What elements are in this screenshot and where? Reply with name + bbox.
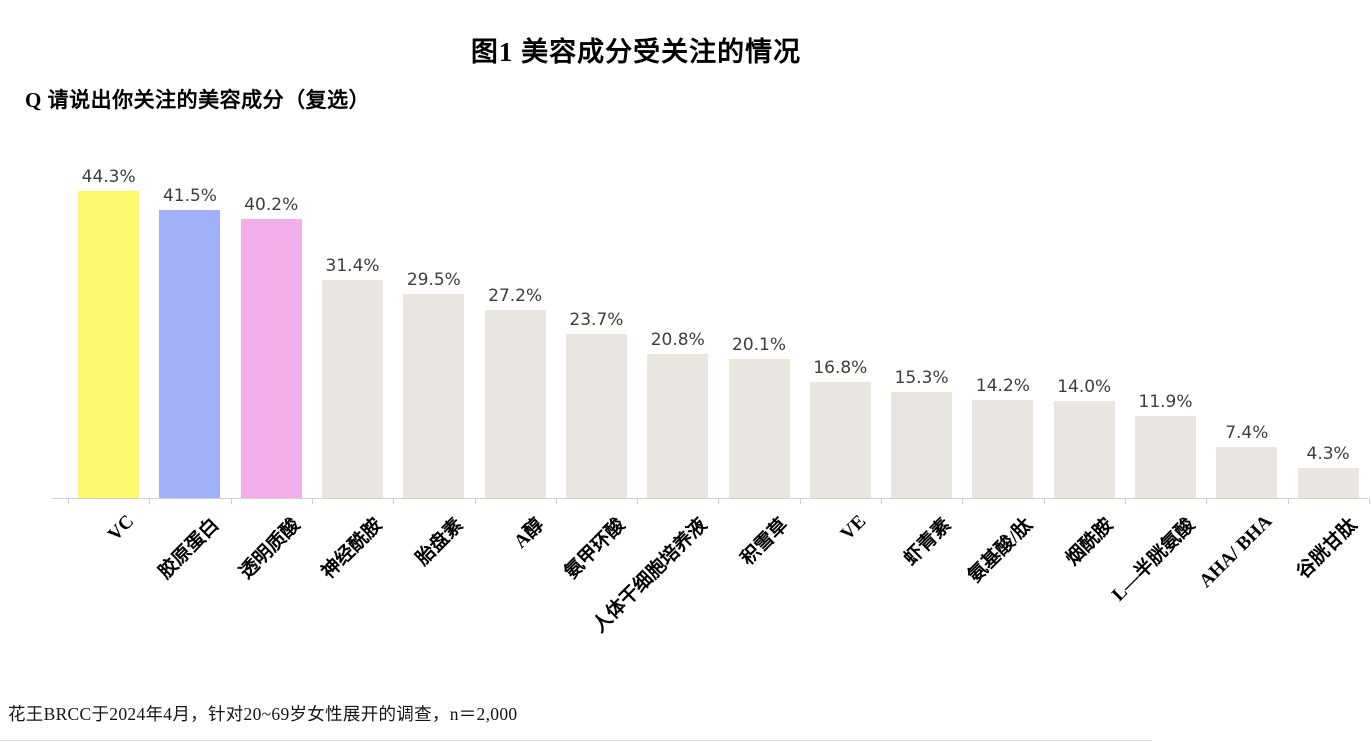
- bar: [322, 280, 384, 498]
- bar-slot: 29.5%: [393, 150, 474, 498]
- bar-value-label: 14.0%: [1057, 377, 1112, 397]
- bar-value-label: 14.2%: [975, 376, 1030, 396]
- bar: [1297, 468, 1359, 498]
- bar-value-label: 40.2%: [244, 195, 299, 215]
- axis-tick: [230, 498, 232, 504]
- axis-tick: [555, 498, 557, 504]
- axis-tick: [474, 498, 476, 504]
- category-label: 胶原蛋白: [154, 514, 224, 584]
- bar-value-label: 16.8%: [813, 358, 868, 378]
- axis-tick: [311, 498, 313, 504]
- bar-slot: 4.3%: [1287, 150, 1368, 498]
- category-label: 积雪草: [737, 514, 793, 570]
- bar: [728, 359, 790, 498]
- bar-value-label: 20.1%: [732, 335, 787, 355]
- bar-value-label: 4.3%: [1306, 444, 1350, 464]
- bar-slot: 44.3%: [68, 150, 149, 498]
- category-label: 神经酰胺: [317, 514, 386, 584]
- chart-title: 图1 美容成分受关注的情况: [470, 37, 802, 68]
- bar: [78, 191, 140, 498]
- category-label: VC: [104, 511, 139, 546]
- category-label: AHA/ BHA: [1195, 511, 1277, 592]
- bar: [484, 310, 546, 498]
- bar-slot: 14.2%: [962, 150, 1043, 498]
- bar: [891, 392, 953, 498]
- category-label-area: VC 胶原蛋白 透明质酸 神经酰胺 胎盘素 A醇 氨甲环酸 人体干细胞培养液 积雪草 VE 虾青素氨…: [68, 498, 1370, 713]
- category-label: 谷胱甘肽: [1292, 514, 1362, 584]
- axis-tick: [1124, 498, 1126, 504]
- bar-value-label: 41.5%: [162, 186, 217, 206]
- bar: [565, 334, 627, 498]
- bar: [647, 354, 709, 498]
- axis-tick: [718, 498, 720, 504]
- axis-tick: [68, 498, 69, 504]
- bar: [159, 210, 221, 498]
- axis-tick: [1206, 498, 1208, 504]
- bar-value-label: 31.4%: [325, 256, 380, 276]
- bar: [240, 219, 302, 498]
- bar-value-label: 7.4%: [1225, 423, 1269, 443]
- axis-tick: [881, 498, 882, 504]
- bar-slot: 11.9%: [1125, 150, 1206, 498]
- bar: [403, 294, 465, 498]
- bar-value-label: 15.3%: [894, 368, 949, 388]
- category-label: 氨基酸/肽: [964, 514, 1037, 587]
- category-label: VE: [836, 511, 871, 545]
- bar-slot: 20.1%: [718, 150, 799, 498]
- bar-slot: 16.8%: [800, 150, 881, 498]
- bottom-divider: [0, 740, 1152, 741]
- bar: [809, 382, 871, 498]
- bar-value-label: 27.2%: [488, 286, 543, 306]
- bar-value-label: 23.7%: [569, 310, 624, 330]
- bar-value-label: 11.9%: [1138, 392, 1193, 412]
- bar-value-label: 29.5%: [406, 270, 461, 290]
- category-label: A醇: [510, 514, 549, 553]
- bar-slot: 15.3%: [881, 150, 962, 498]
- survey-question: Q 请说出你关注的美容成分（复选）: [25, 88, 371, 112]
- category-label: L—半胱氨酸: [1107, 514, 1199, 606]
- bar: [1135, 416, 1196, 498]
- axis-tick: [1287, 498, 1289, 504]
- category-label: 胎盘素: [412, 514, 468, 570]
- axis-tick: [962, 498, 964, 504]
- category-label: 透明质酸: [236, 514, 305, 584]
- axis-tick: [149, 498, 151, 504]
- bar-slot: 7.4%: [1206, 150, 1287, 498]
- axis-tick: [1368, 498, 1370, 504]
- bar-slot: 23.7%: [556, 150, 637, 498]
- bar-value-label: 20.8%: [650, 330, 705, 350]
- bar-slot: 20.8%: [637, 150, 718, 498]
- category-label: 烟酰胺: [1062, 514, 1118, 570]
- bar: [1053, 401, 1115, 498]
- bar-slot: 14.0%: [1044, 150, 1125, 498]
- axis-tick: [1043, 498, 1045, 504]
- bar-slot: 41.5%: [149, 150, 230, 498]
- plot-area: 44.3% 41.5% 40.2% 31.4% 29.5% 27.2% 23.7% 20.8%…: [68, 150, 1370, 498]
- bar-slot: 40.2%: [231, 150, 312, 498]
- category-label: 氨甲环酸: [561, 514, 630, 584]
- source-note: 花王BRCC于2024年4月，针对20~69岁女性展开的调查，n＝2,000: [8, 704, 518, 724]
- bar-slot: 27.2%: [474, 150, 555, 498]
- x-axis-line: [52, 498, 1370, 504]
- bar: [1216, 447, 1278, 498]
- axis-tick: [637, 498, 639, 504]
- bar: [972, 400, 1034, 498]
- bar-value-label: 44.3%: [81, 167, 136, 187]
- category-label: 虾青素: [899, 514, 956, 570]
- axis-tick: [393, 498, 395, 504]
- axis-tick: [799, 498, 801, 504]
- bar-slot: 31.4%: [312, 150, 393, 498]
